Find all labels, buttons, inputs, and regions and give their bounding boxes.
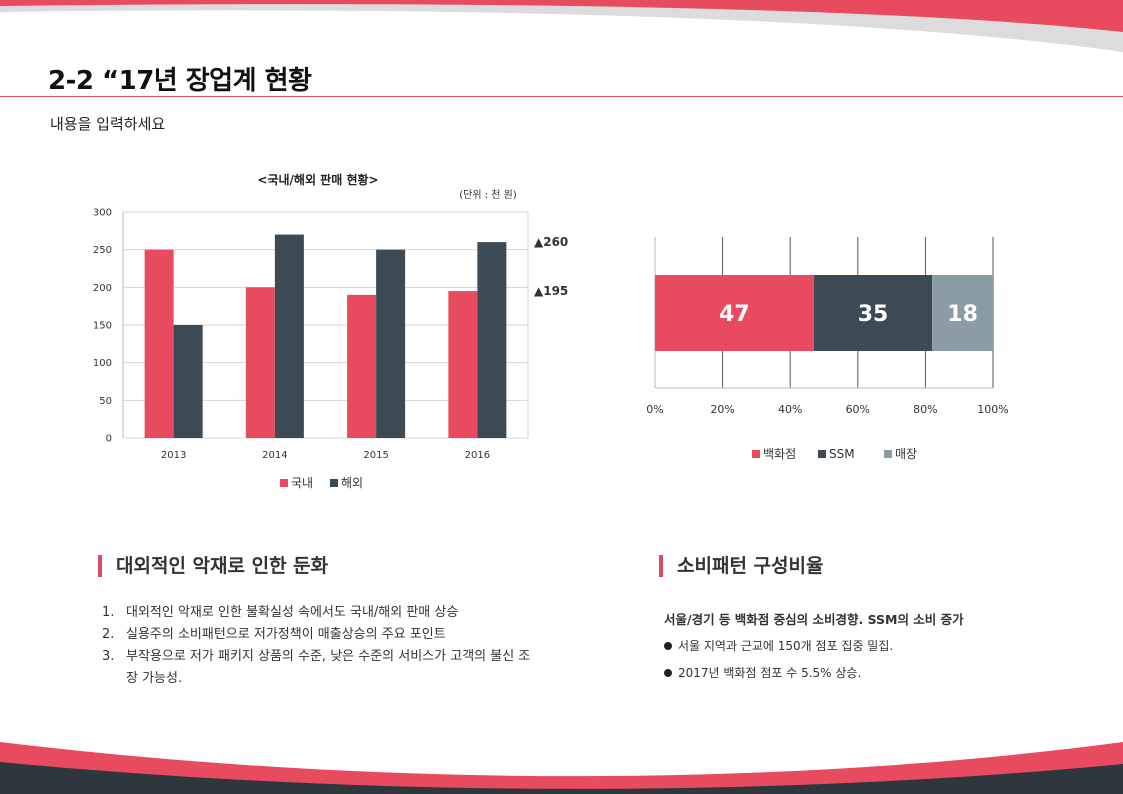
x-tick-label: 80% (913, 403, 937, 416)
list-item: 서울 지역과 근교에 150개 점포 집중 밀집. (664, 638, 893, 654)
legend-swatch (280, 479, 288, 487)
title-divider (0, 96, 1123, 97)
bullet-dot-icon (664, 642, 672, 650)
x-tick-label: 2015 (363, 450, 388, 461)
chart-title: <국내/해외 판매 현황> (257, 172, 378, 187)
segment-value-label: 18 (947, 302, 978, 327)
y-tick-label: 200 (93, 283, 112, 294)
bar-국내-2015 (347, 294, 377, 438)
x-tick-label: 0% (646, 403, 663, 416)
right-section-heading: 소비패턴 구성비율 (659, 555, 823, 577)
legend-swatch (330, 479, 338, 487)
stack-segment-백화점 (655, 275, 814, 351)
list-item: 3. 부작용으로 저가 패키지 상품의 수준, 낮은 수준의 서비스가 고객의 불… (102, 649, 531, 686)
x-tick-label: 100% (977, 403, 1008, 416)
x-tick-label: 2016 (465, 450, 490, 461)
y-tick-label: 50 (99, 396, 112, 407)
legend-label: 국내 (291, 476, 313, 490)
y-tick-label: 150 (93, 321, 112, 332)
bullet-dot-icon (664, 669, 672, 677)
stack-segment-SSM (813, 275, 933, 351)
bar-해외-2016 (477, 242, 507, 438)
legend-label: 백화점 (763, 447, 796, 461)
list-item: 2. 실용주의 소비패턴으로 저가정책이 매출상승의 주요 포인트 (102, 627, 446, 642)
y-tick-label: 0 (106, 434, 112, 445)
value-annotation: ▲260 (534, 235, 568, 249)
bar-해외-2014 (274, 234, 304, 438)
legend-swatch (884, 450, 892, 458)
right-section-bullets: 서울 지역과 근교에 150개 점포 집중 밀집. 2017년 백화점 점포 수… (664, 638, 893, 692)
x-tick-label: 2014 (262, 450, 287, 461)
right-section-lead: 서울/경기 등 백화점 중심의 소비경향. SSM의 소비 증가 (664, 612, 964, 627)
bar-해외-2013 (173, 325, 203, 438)
stack-segment-매장 (932, 275, 993, 351)
bottom-swoosh-red (0, 742, 1123, 794)
y-tick-label: 100 (93, 358, 112, 369)
bar-국내-2014 (245, 287, 275, 438)
x-tick-label: 60% (846, 403, 870, 416)
legend-label: 매장 (895, 447, 917, 461)
legend-swatch (818, 450, 826, 458)
left-section-heading: 대외적인 악재로 인한 둔화 (98, 555, 328, 577)
chart-unit-note: (단위 : 천 원) (459, 188, 517, 201)
segment-value-label: 35 (858, 302, 889, 327)
consumption-stacked-chart: 47 35 18 0% 20% 40% 60% 80% 100% 백화점 SSM 매장 (646, 237, 1009, 461)
bar-국내-2013 (144, 249, 174, 438)
x-tick-label: 20% (710, 403, 734, 416)
bottom-swoosh-dark (0, 762, 1123, 794)
list-item: 2017년 백화점 점포 수 5.5% 상승. (664, 665, 893, 681)
value-annotation: ▲195 (534, 284, 568, 298)
page-title: 2-2 “17년 장업계 현황 (48, 66, 312, 96)
y-tick-label: 250 (93, 245, 112, 256)
page-subtitle: 내용을 입력하세요 (50, 115, 166, 133)
bar-해외-2015 (376, 249, 406, 438)
left-section-list: 1. 대외적인 악재로 인한 불확실성 속에서도 국내/해외 판매 상승 2. 실용… (102, 602, 532, 690)
sales-bar-chart: <국내/해외 판매 현황> (단위 : 천 원) 0 50 100 150 200 250… (93, 172, 568, 490)
segment-value-label: 47 (719, 302, 750, 327)
list-item: 1. 대외적인 악재로 인한 불확실성 속에서도 국내/해외 판매 상승 (102, 605, 459, 620)
legend-label: SSM (829, 447, 855, 461)
top-swoosh-red (0, 0, 1123, 32)
legend-swatch (752, 450, 760, 458)
legend-label: 해외 (341, 476, 363, 490)
x-tick-label: 2013 (161, 450, 186, 461)
x-tick-label: 40% (778, 403, 802, 416)
y-tick-label: 300 (93, 208, 112, 219)
bar-국내-2016 (448, 291, 478, 438)
